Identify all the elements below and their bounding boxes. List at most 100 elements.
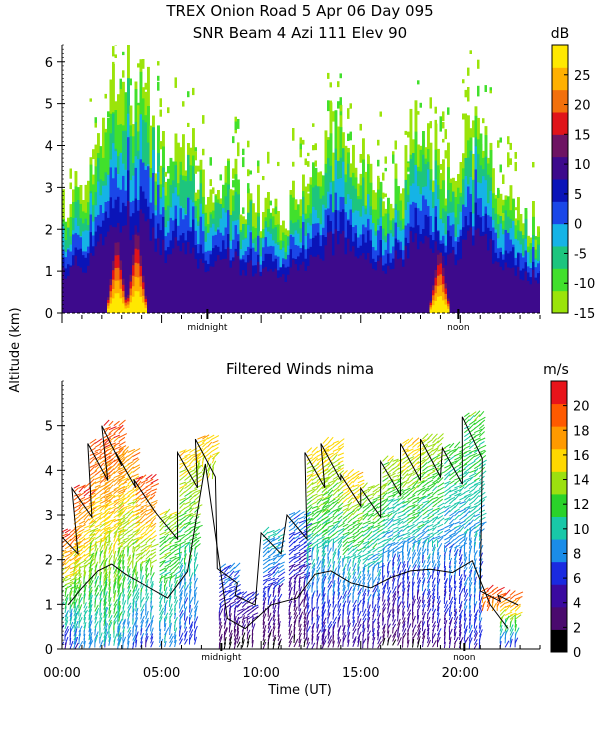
snr-cell xyxy=(379,257,383,313)
wind-barb xyxy=(327,436,334,444)
wind-barb xyxy=(218,600,225,605)
wind-barb xyxy=(64,600,68,610)
wind-barb xyxy=(422,521,429,528)
wind-barb xyxy=(164,542,172,548)
wind-barb xyxy=(387,609,392,618)
wind-barb xyxy=(288,577,293,584)
wind-barb xyxy=(392,474,399,478)
wind-barb xyxy=(357,571,362,579)
wind-barb xyxy=(432,498,439,504)
wind-barb xyxy=(103,609,106,618)
wind-barb xyxy=(337,460,344,464)
wind-barb xyxy=(122,468,128,473)
wind-barb xyxy=(382,482,389,486)
wind-barb xyxy=(189,492,195,497)
wind-barb xyxy=(94,584,100,592)
snr-cell xyxy=(207,271,210,313)
wind-barb xyxy=(83,552,91,557)
snr-speckle xyxy=(182,101,185,107)
snr-speckle xyxy=(112,61,115,68)
snr-speckle xyxy=(237,142,240,148)
wind-barb xyxy=(174,574,177,584)
wind-barb xyxy=(342,563,347,572)
wind-barb xyxy=(367,486,374,493)
wind-barb xyxy=(118,448,124,455)
wind-barb xyxy=(267,625,272,634)
wind-barb xyxy=(140,580,143,588)
wind-barb xyxy=(347,545,354,552)
wind-barb xyxy=(73,540,82,545)
wind-barb xyxy=(132,458,140,465)
wind-barb xyxy=(382,584,387,594)
wind-barb xyxy=(103,589,105,598)
snr-speckle xyxy=(299,148,302,158)
wind-barb xyxy=(327,524,334,528)
snr-cell xyxy=(472,245,475,313)
wind-barb xyxy=(392,521,401,526)
wind-barb xyxy=(103,542,107,550)
wind-barb xyxy=(233,570,240,577)
wind-barb xyxy=(117,501,124,509)
wind-barb xyxy=(73,601,76,609)
wind-barb xyxy=(332,548,337,556)
wind-barb xyxy=(332,538,340,544)
wind-barb xyxy=(117,554,122,561)
snr-y-tick-label: 6 xyxy=(45,56,53,71)
wind-barb xyxy=(427,574,432,584)
wind-barb xyxy=(437,482,445,488)
snr-colorbar-swatch xyxy=(552,67,568,91)
wind-barb xyxy=(377,631,380,641)
snr-cell xyxy=(84,272,88,313)
wind-barb xyxy=(127,491,134,497)
wind-barb xyxy=(407,530,416,536)
wind-barb xyxy=(303,608,306,616)
wind-barb xyxy=(316,544,318,553)
wind-barb xyxy=(293,558,302,564)
wind-barb xyxy=(145,522,154,528)
wind-barb xyxy=(303,523,313,528)
wind-barb xyxy=(108,505,117,511)
wind-barb xyxy=(127,595,129,605)
wind-barb xyxy=(64,581,74,586)
wind-barb xyxy=(78,565,81,573)
wind-barb xyxy=(113,611,118,618)
wind-barb xyxy=(352,474,359,480)
wind-barb xyxy=(422,455,428,460)
snr-speckle xyxy=(447,146,450,152)
wind-barb xyxy=(159,632,161,640)
wind-barb xyxy=(367,525,374,533)
wind-barb xyxy=(357,628,359,635)
wind-barb xyxy=(432,628,435,636)
wind-barb xyxy=(327,487,333,492)
snr-speckle xyxy=(442,111,445,121)
wind-barb xyxy=(262,592,266,602)
wind-barb xyxy=(94,534,102,540)
wind-barb xyxy=(311,525,318,529)
wind-barb xyxy=(402,623,406,632)
wind-barb xyxy=(347,505,354,512)
snr-speckle xyxy=(194,151,197,161)
wind-barb xyxy=(197,435,206,440)
wind-barb xyxy=(412,514,420,520)
wind-barb xyxy=(103,512,109,519)
wind-barb xyxy=(164,537,171,544)
wind-barb xyxy=(427,479,434,484)
wind-barb xyxy=(64,616,69,626)
wind-barb xyxy=(140,513,147,520)
wind-barb xyxy=(159,580,163,588)
wind-barb xyxy=(337,518,343,524)
wind-barb xyxy=(99,459,106,464)
wind-barb xyxy=(228,566,236,573)
wind-barb xyxy=(303,549,312,556)
wind-barb xyxy=(169,543,178,548)
wind-barb xyxy=(298,511,305,516)
wind-barb xyxy=(427,637,430,644)
wind-barb xyxy=(236,641,241,648)
wind-barb xyxy=(337,452,344,456)
wind-barb xyxy=(337,497,344,504)
snr-cell xyxy=(504,262,508,313)
wind-barb xyxy=(118,601,121,610)
wind-barb xyxy=(132,486,139,493)
wind-barb xyxy=(135,546,141,552)
wind-barb xyxy=(64,585,72,590)
